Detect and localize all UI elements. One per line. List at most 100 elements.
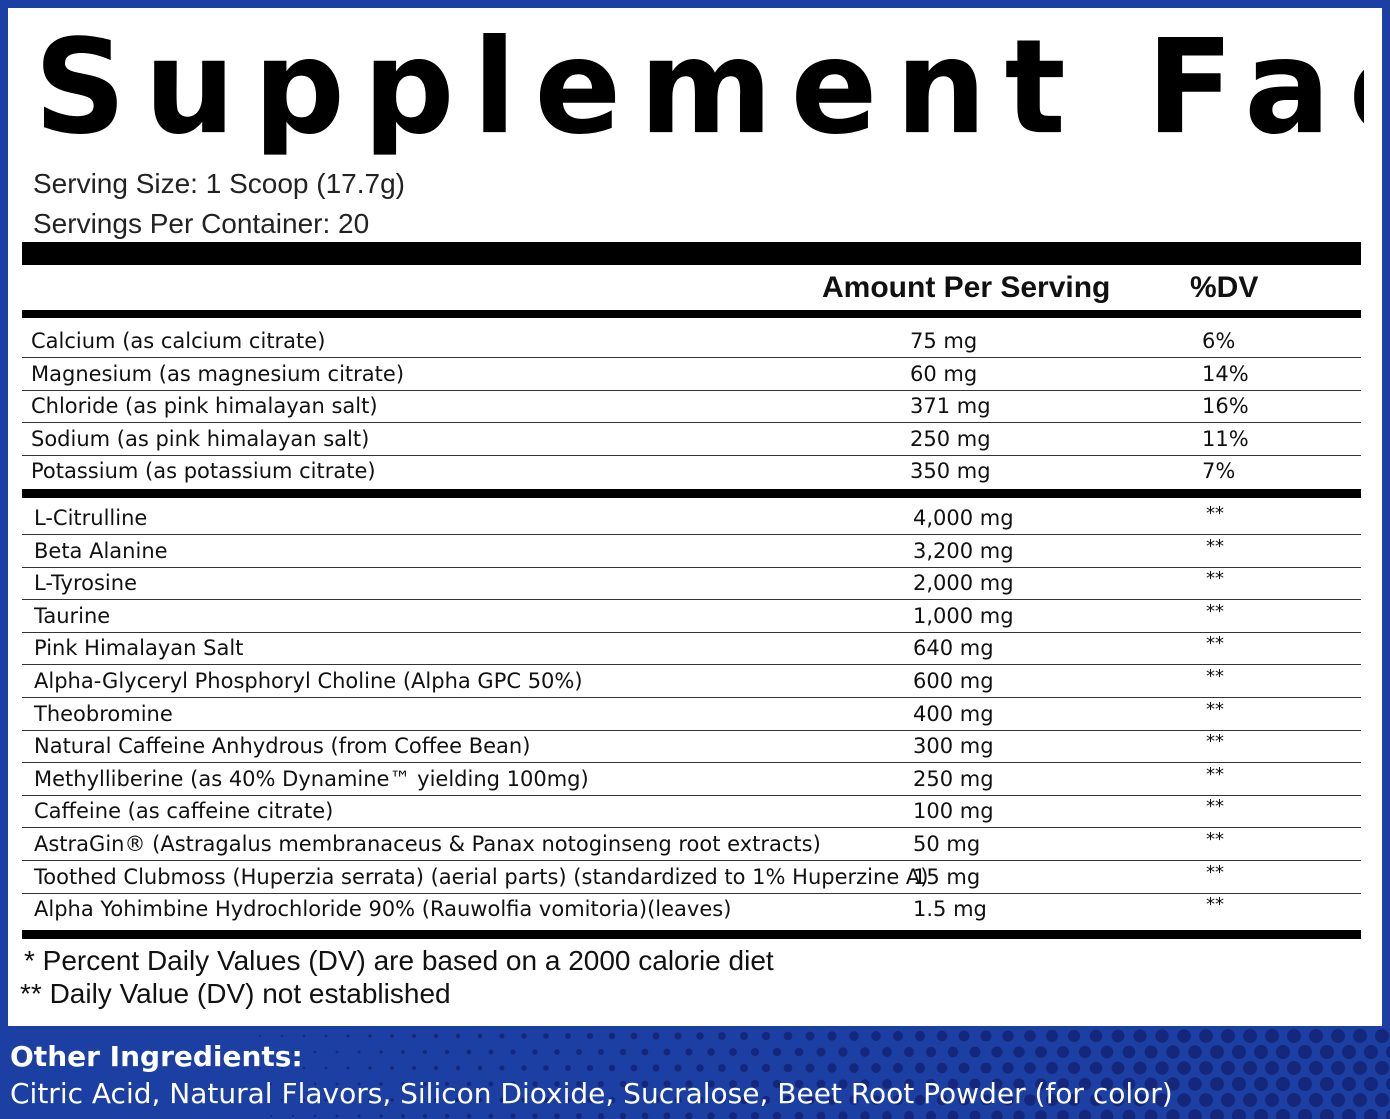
ingredient-name: Theobromine bbox=[34, 701, 173, 726]
dv-header: %DV bbox=[1190, 271, 1259, 304]
background-dot bbox=[707, 1112, 715, 1119]
background-dot bbox=[750, 1111, 760, 1119]
background-dot bbox=[554, 1113, 560, 1119]
background-dot bbox=[608, 1096, 616, 1104]
background-dot bbox=[663, 1080, 671, 1088]
background-dot bbox=[291, 1050, 295, 1054]
background-dot bbox=[565, 1097, 571, 1103]
background-dot bbox=[696, 1032, 704, 1040]
background-dot bbox=[729, 1048, 737, 1056]
ingredient-name: Pink Himalayan Salt bbox=[34, 636, 244, 661]
background-dot bbox=[280, 1034, 284, 1038]
background-dot bbox=[838, 1079, 848, 1089]
background-dot bbox=[882, 1111, 892, 1119]
background-dot bbox=[1364, 1077, 1378, 1091]
background-dot bbox=[499, 1065, 505, 1071]
table-row: Theobromine 400 mg ** bbox=[22, 699, 1361, 731]
background-dot bbox=[947, 1110, 959, 1119]
background-dot bbox=[433, 1097, 439, 1103]
background-dot bbox=[488, 1113, 494, 1119]
table-row: Potassium (as potassium citrate) 350 mg 7% bbox=[22, 456, 1361, 488]
background-dot bbox=[346, 1066, 350, 1070]
background-dot bbox=[871, 1095, 881, 1105]
ingredient-amount: 1.5 mg bbox=[913, 897, 987, 922]
table-row: Calcium (as calcium citrate) 75 mg 6% bbox=[22, 326, 1361, 358]
section-divider bbox=[22, 489, 1361, 498]
ingredient-dv: 11% bbox=[1202, 426, 1249, 451]
ingredient-dv: 16% bbox=[1202, 394, 1249, 419]
background-dot bbox=[1342, 1077, 1356, 1091]
ingredient-amount: 100 mg bbox=[913, 799, 994, 824]
thick-divider-top bbox=[22, 242, 1361, 265]
ingredient-name: Alpha-Glyceryl Phosphoryl Choline (Alpha… bbox=[34, 669, 583, 693]
background-dot bbox=[270, 1115, 272, 1117]
background-dot bbox=[1067, 1061, 1081, 1075]
background-dot bbox=[1386, 1109, 1390, 1119]
background-dot bbox=[696, 1064, 704, 1072]
background-dot bbox=[1287, 1029, 1301, 1043]
background-dot bbox=[554, 1049, 560, 1055]
background-dot bbox=[1024, 1094, 1036, 1106]
background-dot bbox=[1210, 1109, 1224, 1119]
background-dot bbox=[663, 1112, 671, 1119]
background-dot bbox=[313, 1082, 317, 1086]
background-dot bbox=[1254, 1077, 1268, 1091]
background-dot bbox=[958, 1062, 970, 1074]
background-dot bbox=[1353, 1029, 1367, 1043]
ingredient-dv: ** bbox=[1206, 568, 1224, 590]
background-dot bbox=[783, 1063, 793, 1073]
background-dot bbox=[772, 1111, 782, 1119]
ingredient-amount: 4,000 mg bbox=[913, 506, 1014, 530]
background-dot bbox=[532, 1113, 538, 1119]
background-dot bbox=[772, 1079, 782, 1089]
background-dot bbox=[1013, 1078, 1025, 1090]
background-dot bbox=[455, 1065, 461, 1071]
background-dot bbox=[1078, 1045, 1092, 1059]
background-dot bbox=[707, 1048, 715, 1056]
background-dot bbox=[379, 1082, 383, 1086]
ingredient-name: Potassium (as potassium citrate) bbox=[31, 459, 376, 484]
background-dot bbox=[335, 1114, 339, 1118]
background-dot bbox=[816, 1047, 826, 1057]
table-row: Taurine 1,000 mg ** bbox=[22, 601, 1361, 633]
background-dot bbox=[739, 1095, 749, 1105]
background-dot bbox=[936, 1030, 948, 1042]
ingredient-amount: 50 mg bbox=[913, 832, 981, 856]
background-dot bbox=[1122, 1077, 1136, 1091]
background-dot bbox=[586, 1096, 594, 1104]
ingredient-name: Magnesium (as magnesium citrate) bbox=[31, 361, 405, 386]
background-dot bbox=[302, 1066, 306, 1070]
ingredient-amount: 600 mg bbox=[913, 669, 994, 693]
background-dot bbox=[466, 1049, 472, 1055]
background-dot bbox=[882, 1047, 892, 1057]
ingredient-dv: ** bbox=[1206, 633, 1224, 655]
background-dot bbox=[827, 1031, 837, 1041]
background-dot bbox=[1188, 1109, 1202, 1119]
table-row: Caffeine (as caffeine citrate) 100 mg ** bbox=[22, 796, 1361, 829]
background-dot bbox=[313, 1050, 317, 1054]
background-dot bbox=[630, 1064, 638, 1072]
background-dot bbox=[761, 1095, 771, 1105]
background-dot bbox=[390, 1098, 394, 1102]
background-dot bbox=[882, 1079, 892, 1089]
background-dot bbox=[259, 1099, 261, 1101]
background-dot bbox=[1111, 1029, 1125, 1043]
background-dot bbox=[827, 1095, 837, 1105]
background-dot bbox=[1122, 1045, 1136, 1059]
background-dot bbox=[652, 1064, 660, 1072]
background-dot bbox=[1046, 1030, 1058, 1042]
background-dot bbox=[718, 1032, 726, 1040]
background-dot bbox=[554, 1081, 560, 1087]
background-dot bbox=[772, 1047, 782, 1057]
background-dot bbox=[1166, 1077, 1180, 1091]
background-dot bbox=[980, 1094, 992, 1106]
background-dot bbox=[280, 1066, 284, 1070]
header-divider bbox=[22, 310, 1361, 318]
background-dot bbox=[565, 1065, 571, 1071]
background-dot bbox=[401, 1114, 405, 1118]
background-dot bbox=[543, 1033, 549, 1039]
servings-per-container: Servings Per Container: 20 bbox=[33, 208, 370, 239]
table-row: Toothed Clubmoss (Huperzia serrata) (aer… bbox=[22, 862, 1361, 894]
background-dot bbox=[586, 1032, 594, 1040]
